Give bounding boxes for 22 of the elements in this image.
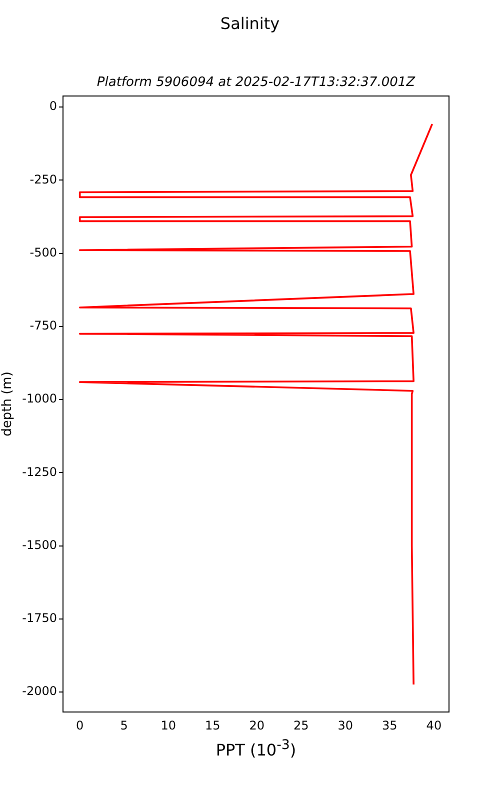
y-axis-title: depth (m) — [0, 372, 16, 436]
x-axis-title: PPT (10$^{-3}$) — [214, 738, 298, 760]
x-tick-label: 20 — [249, 718, 265, 732]
y-tick-label: -1250 — [22, 464, 57, 479]
y-tick-label: -1000 — [22, 392, 57, 406]
x-tick-label: 40 — [426, 718, 442, 732]
y-tick-label: -500 — [30, 245, 57, 260]
y-tick-label: -250 — [30, 172, 57, 186]
x-tick-label: 15 — [204, 718, 220, 732]
chart-subtitle: Platform 5906094 at 2025-02-17T13:32:37.001Z — [96, 75, 416, 90]
y-tick-label: -2000 — [22, 684, 57, 698]
x-tick-label: 0 — [76, 718, 84, 732]
y-tick-label: 0 — [49, 99, 57, 114]
x-tick-label: 30 — [338, 718, 354, 732]
x-tick-label: 10 — [160, 718, 176, 732]
y-tick-label: -750 — [30, 318, 57, 333]
chart-title: Salinity — [219, 14, 281, 33]
x-tick-label: 5 — [120, 718, 128, 732]
y-tick-label: -1750 — [22, 611, 57, 626]
x-tick-label: 25 — [294, 718, 309, 732]
y-tick-label: -1500 — [22, 538, 57, 552]
x-tick-label: 35 — [382, 718, 398, 732]
